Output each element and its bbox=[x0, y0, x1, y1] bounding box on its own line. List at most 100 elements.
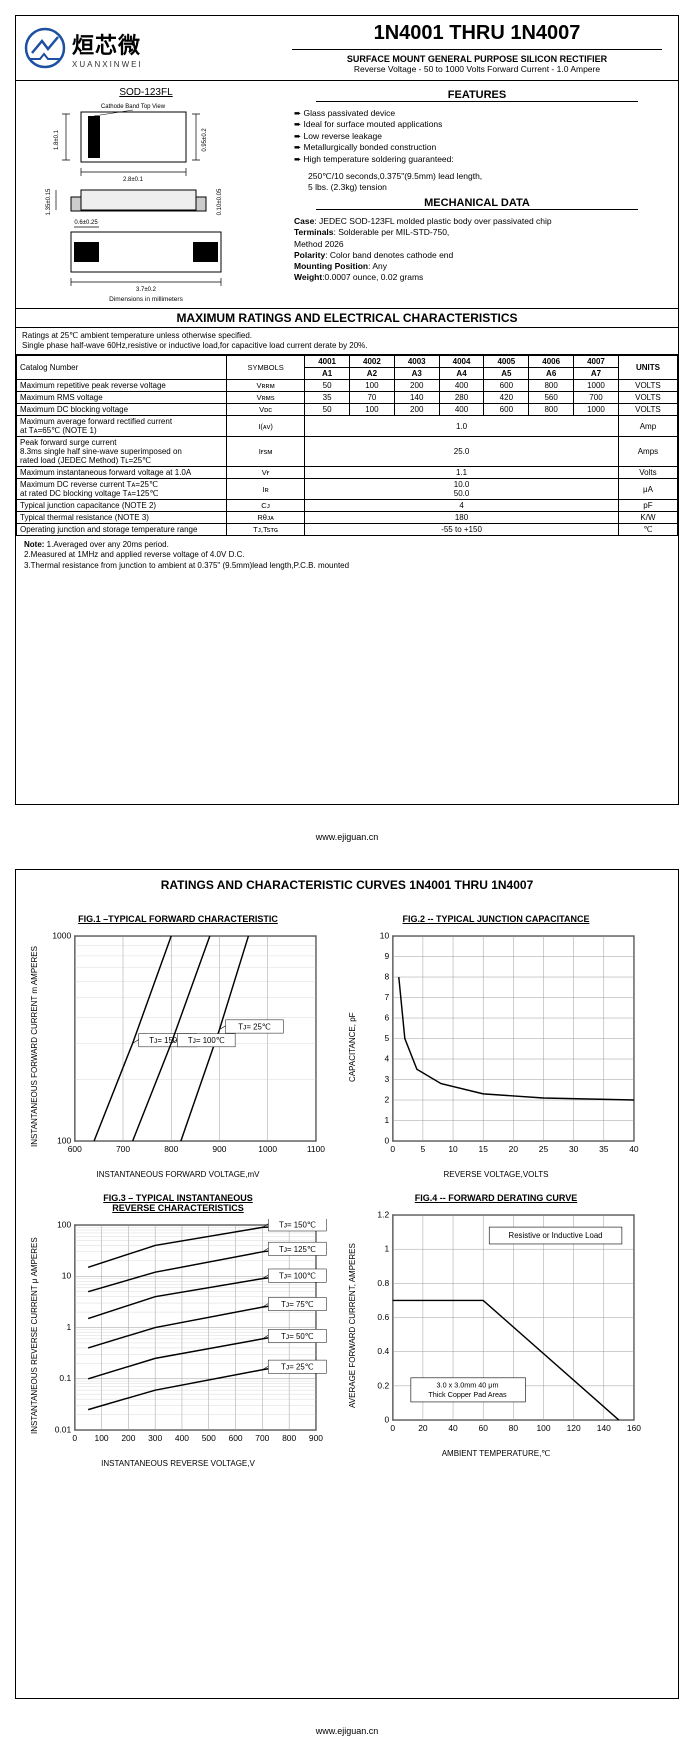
header: 烜芯微 XUANXINWEI 1N4001 THRU 1N4007 SURFAC… bbox=[16, 16, 678, 81]
svg-text:400: 400 bbox=[175, 1433, 189, 1443]
svg-text:2: 2 bbox=[384, 1094, 389, 1104]
page-footer-1: www.ejiguan.cn bbox=[0, 820, 694, 854]
svg-text:0: 0 bbox=[72, 1433, 77, 1443]
svg-text:10: 10 bbox=[62, 1271, 72, 1281]
part-spec: Reverse Voltage - 50 to 1000 Volts Forwa… bbox=[282, 64, 672, 74]
package-title: SOD-123FL bbox=[26, 87, 266, 98]
package-outline: SOD-123FL Cathode Band Top View 1.8±0.1 … bbox=[16, 81, 276, 308]
svg-text:30: 30 bbox=[569, 1144, 579, 1154]
chart-2: FIG.2 -- TYPICAL JUNCTION CAPACITANCECAP… bbox=[340, 910, 652, 1183]
svg-text:800: 800 bbox=[282, 1433, 296, 1443]
svg-text:0: 0 bbox=[390, 1144, 395, 1154]
svg-text:1: 1 bbox=[384, 1115, 389, 1125]
features-mechanical: FEATURES Glass passivated deviceIdeal fo… bbox=[276, 81, 678, 308]
svg-text:0.8: 0.8 bbox=[377, 1278, 389, 1288]
svg-text:Tᴊ= 100℃: Tᴊ= 100℃ bbox=[188, 1036, 225, 1045]
svg-text:700: 700 bbox=[255, 1433, 269, 1443]
svg-text:10: 10 bbox=[448, 1144, 458, 1154]
part-title: 1N4001 THRU 1N4007 bbox=[292, 22, 662, 50]
svg-text:0.6: 0.6 bbox=[377, 1312, 389, 1322]
svg-text:120: 120 bbox=[567, 1423, 581, 1433]
svg-text:100: 100 bbox=[95, 1433, 109, 1443]
ratings-title: MAXIMUM RATINGS AND ELECTRICAL CHARACTER… bbox=[16, 308, 678, 328]
feature-item: Glass passivated device bbox=[294, 108, 668, 119]
svg-text:3: 3 bbox=[384, 1074, 389, 1084]
svg-text:900: 900 bbox=[212, 1144, 226, 1154]
page-footer-2: www.ejiguan.cn bbox=[0, 1714, 694, 1748]
svg-text:7: 7 bbox=[384, 992, 389, 1002]
svg-text:700: 700 bbox=[116, 1144, 130, 1154]
svg-text:4: 4 bbox=[384, 1053, 389, 1063]
features-list: Glass passivated deviceIdeal for surface… bbox=[286, 106, 668, 171]
svg-text:0.6±0.25: 0.6±0.25 bbox=[74, 220, 98, 226]
svg-text:1.8±0.1: 1.8±0.1 bbox=[54, 129, 60, 150]
mechanical-title: MECHANICAL DATA bbox=[316, 197, 638, 210]
svg-text:35: 35 bbox=[599, 1144, 609, 1154]
svg-text:Tᴊ= 125℃: Tᴊ= 125℃ bbox=[279, 1245, 316, 1254]
title-block: 1N4001 THRU 1N4007 SURFACE MOUNT GENERAL… bbox=[276, 16, 678, 80]
svg-text:300: 300 bbox=[148, 1433, 162, 1443]
svg-text:900: 900 bbox=[309, 1433, 323, 1443]
package-drawing: Cathode Band Top View 1.8±0.1 0.95±0.2 2… bbox=[26, 102, 266, 302]
svg-text:800: 800 bbox=[164, 1144, 178, 1154]
svg-text:9: 9 bbox=[384, 951, 389, 961]
svg-text:20: 20 bbox=[509, 1144, 519, 1154]
features-sublines: 250℃/10 seconds,0.375"(9.5mm) lead lengt… bbox=[286, 171, 668, 193]
svg-text:1: 1 bbox=[66, 1322, 71, 1332]
datasheet-page-1: 烜芯微 XUANXINWEI 1N4001 THRU 1N4007 SURFAC… bbox=[15, 15, 679, 805]
svg-text:1000: 1000 bbox=[52, 930, 71, 940]
svg-text:40: 40 bbox=[629, 1144, 639, 1154]
svg-text:1100: 1100 bbox=[307, 1144, 325, 1154]
svg-text:Thick Copper Pad Areas: Thick Copper Pad Areas bbox=[428, 1390, 507, 1399]
svg-text:2.8±0.1: 2.8±0.1 bbox=[123, 177, 144, 183]
svg-text:5: 5 bbox=[384, 1033, 389, 1043]
svg-text:1.35±0.15: 1.35±0.15 bbox=[46, 188, 52, 215]
svg-text:1: 1 bbox=[384, 1244, 389, 1254]
chart-1: FIG.1 –TYPICAL FORWARD CHARACTERISTICINS… bbox=[22, 910, 334, 1183]
logo-block: 烜芯微 XUANXINWEI bbox=[16, 16, 276, 80]
svg-text:3.7±0.2: 3.7±0.2 bbox=[136, 287, 157, 293]
svg-text:100: 100 bbox=[57, 1135, 71, 1145]
svg-text:100: 100 bbox=[536, 1423, 550, 1433]
svg-text:5: 5 bbox=[421, 1144, 426, 1154]
svg-text:Cathode Band Top View: Cathode Band Top View bbox=[101, 104, 166, 110]
svg-text:0: 0 bbox=[390, 1423, 395, 1433]
ratings-notes: Note: 1.Averaged over any 20ms period. 2… bbox=[16, 536, 678, 575]
svg-text:0: 0 bbox=[384, 1135, 389, 1145]
svg-text:Tᴊ= 100℃: Tᴊ= 100℃ bbox=[279, 1272, 316, 1281]
svg-text:Tᴊ= 25℃: Tᴊ= 25℃ bbox=[238, 1022, 271, 1031]
logo-cn: 烜芯微 bbox=[72, 28, 143, 60]
svg-text:0.01: 0.01 bbox=[55, 1424, 72, 1434]
charts-grid: FIG.1 –TYPICAL FORWARD CHARACTERISTICINS… bbox=[16, 900, 678, 1482]
features-title: FEATURES bbox=[316, 89, 638, 102]
svg-text:3.0 x 3.0mm 40 μm: 3.0 x 3.0mm 40 μm bbox=[437, 1380, 499, 1389]
ratings-table: Catalog NumberSYMBOLS4001400240034004400… bbox=[16, 355, 678, 536]
svg-text:Tᴊ= 50℃: Tᴊ= 50℃ bbox=[281, 1332, 314, 1341]
svg-text:80: 80 bbox=[509, 1423, 519, 1433]
datasheet-page-2: RATINGS AND CHARACTERISTIC CURVES 1N4001… bbox=[15, 869, 679, 1699]
logo-icon bbox=[24, 27, 66, 69]
svg-text:15: 15 bbox=[479, 1144, 489, 1154]
svg-text:0.4: 0.4 bbox=[377, 1346, 389, 1356]
svg-text:200: 200 bbox=[121, 1433, 135, 1443]
svg-text:100: 100 bbox=[57, 1219, 71, 1229]
svg-text:25: 25 bbox=[539, 1144, 549, 1154]
feature-item: Metallurgically bonded construction bbox=[294, 142, 668, 153]
chart-4: FIG.4 -- FORWARD DERATING CURVEAVERAGE F… bbox=[340, 1189, 652, 1472]
svg-text:1000: 1000 bbox=[258, 1144, 277, 1154]
svg-text:10: 10 bbox=[380, 930, 390, 940]
feature-item: High temperature soldering guaranteed: bbox=[294, 154, 668, 165]
feature-item: Ideal for surface mouted applications bbox=[294, 119, 668, 130]
svg-text:0.95±0.2: 0.95±0.2 bbox=[202, 128, 208, 152]
svg-text:Tᴊ= 75℃: Tᴊ= 75℃ bbox=[281, 1300, 314, 1309]
svg-text:0.2: 0.2 bbox=[377, 1380, 389, 1390]
svg-text:Tᴊ= 25℃: Tᴊ= 25℃ bbox=[281, 1363, 314, 1372]
svg-text:8: 8 bbox=[384, 971, 389, 981]
svg-text:160: 160 bbox=[627, 1423, 641, 1433]
svg-text:40: 40 bbox=[448, 1423, 458, 1433]
svg-text:140: 140 bbox=[597, 1423, 611, 1433]
ratings-preamble: Ratings at 25℃ ambient temperature unles… bbox=[16, 328, 678, 355]
svg-text:Dimensions in millimeters: Dimensions in millimeters bbox=[109, 296, 183, 302]
svg-text:500: 500 bbox=[202, 1433, 216, 1443]
svg-text:600: 600 bbox=[229, 1433, 243, 1443]
